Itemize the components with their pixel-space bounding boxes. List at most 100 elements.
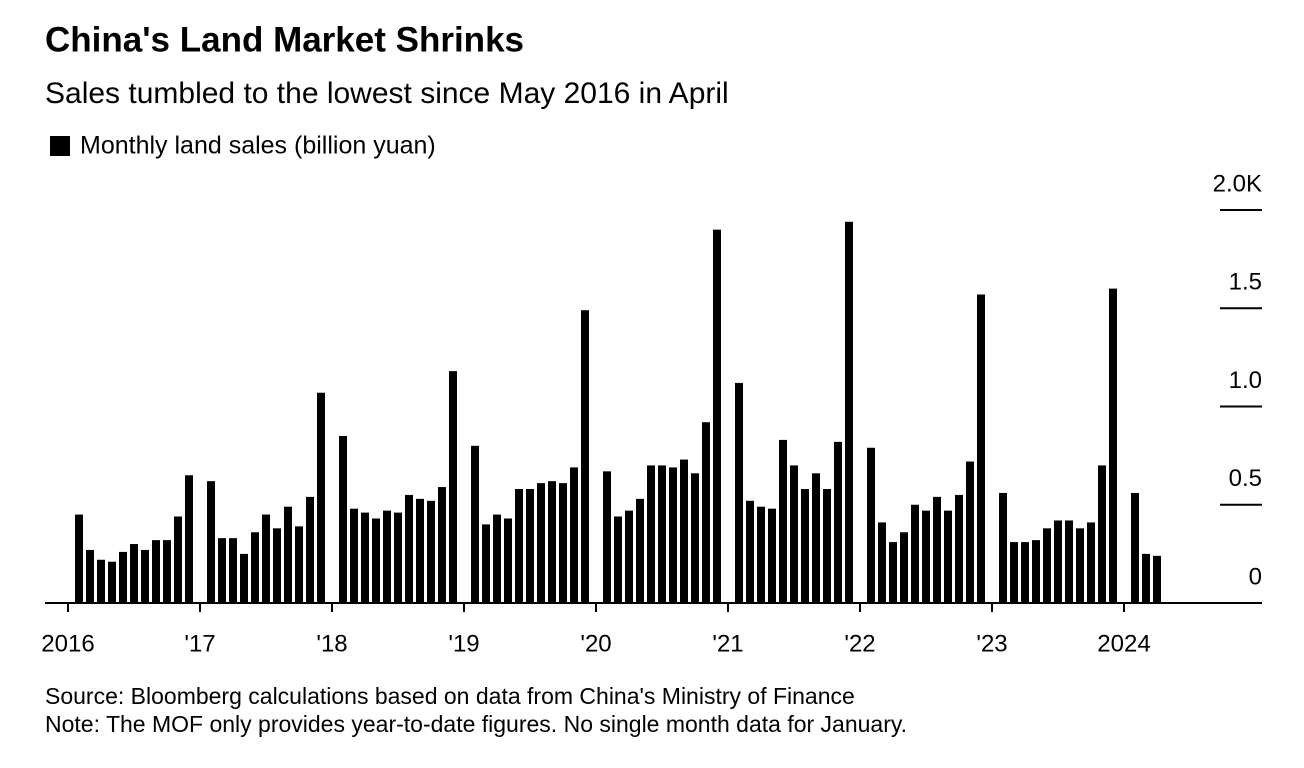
bar [317, 392, 325, 603]
y-tick-label: 2.0K [1213, 170, 1262, 197]
x-tick-label: 2024 [1097, 630, 1150, 657]
footnote: Note: The MOF only provides year-to-date… [45, 711, 907, 737]
bar [427, 500, 435, 603]
bar [680, 459, 688, 603]
bar [790, 465, 798, 603]
bar [383, 510, 391, 603]
bar [889, 542, 897, 603]
bar [867, 447, 875, 603]
x-tick-label: 2016 [41, 630, 94, 657]
bar [900, 532, 908, 603]
bar [1142, 553, 1150, 603]
y-tick-label: 0 [1249, 563, 1262, 590]
bar [119, 551, 127, 603]
bar [130, 544, 138, 603]
bar [658, 465, 666, 603]
bar [262, 514, 270, 603]
x-tick-label: '22 [844, 630, 875, 657]
bar [823, 489, 831, 603]
bar [757, 506, 765, 603]
bar [1065, 520, 1073, 603]
bar [108, 561, 116, 603]
bar [999, 492, 1007, 603]
x-tick-label: '17 [184, 630, 215, 657]
x-tick-label: '19 [448, 630, 479, 657]
bar [394, 512, 402, 603]
bar [911, 504, 919, 603]
bar [1021, 542, 1029, 603]
bar [163, 540, 171, 603]
y-tick-label: 1.0 [1229, 367, 1262, 394]
bar [779, 439, 787, 603]
bar [141, 549, 149, 603]
y-tick-label: 1.5 [1229, 269, 1262, 296]
bar [966, 461, 974, 603]
legend-swatch [50, 136, 70, 156]
bar [504, 518, 512, 603]
bar [526, 489, 534, 603]
bar [878, 522, 886, 603]
bar [614, 516, 622, 603]
bar [537, 483, 545, 603]
bar [229, 538, 237, 603]
chart-title: China's Land Market Shrinks [45, 20, 524, 59]
bar [1043, 528, 1051, 603]
bar [647, 465, 655, 603]
bar [240, 553, 248, 603]
bar [735, 382, 743, 603]
bar [350, 508, 358, 603]
bar [691, 473, 699, 603]
bar [482, 524, 490, 603]
x-tick-label: '18 [316, 630, 347, 657]
bar [405, 494, 413, 603]
bar [493, 514, 501, 603]
chart-subtitle: Sales tumbled to the lowest since May 20… [45, 77, 729, 110]
bar [570, 467, 578, 603]
bar [372, 518, 380, 603]
bar [339, 435, 347, 603]
bar [625, 510, 633, 603]
bar [438, 487, 446, 603]
bar [702, 422, 710, 603]
bar [636, 498, 644, 603]
bar [1131, 492, 1139, 603]
x-tick-label: '20 [580, 630, 611, 657]
bar [845, 221, 853, 604]
bar [449, 371, 457, 603]
bar [559, 483, 567, 603]
bar [306, 496, 314, 603]
bar [251, 532, 259, 603]
bar [75, 514, 83, 603]
bar [768, 508, 776, 603]
bar [273, 528, 281, 603]
bar [812, 473, 820, 603]
bar [548, 481, 556, 603]
bar [581, 310, 589, 603]
bar [922, 510, 930, 603]
bar [515, 489, 523, 603]
bar [185, 475, 193, 603]
bar [1098, 465, 1106, 603]
source-note: Source: Bloomberg calculations based on … [45, 683, 855, 709]
bar [284, 506, 292, 603]
bar [1032, 540, 1040, 603]
y-tick-label: 0.5 [1229, 465, 1262, 492]
bar [944, 510, 952, 603]
bar [86, 549, 94, 603]
bar [361, 512, 369, 603]
bar [1153, 555, 1161, 603]
x-tick-label: '23 [976, 630, 1007, 657]
bar [669, 467, 677, 603]
bar [416, 498, 424, 603]
bar [152, 540, 160, 603]
bar [1076, 528, 1084, 603]
bar [1054, 520, 1062, 603]
bar [977, 294, 985, 603]
bar [834, 441, 842, 603]
bar [295, 526, 303, 603]
bar [955, 494, 963, 603]
bar [471, 445, 479, 603]
bar [1087, 522, 1095, 603]
